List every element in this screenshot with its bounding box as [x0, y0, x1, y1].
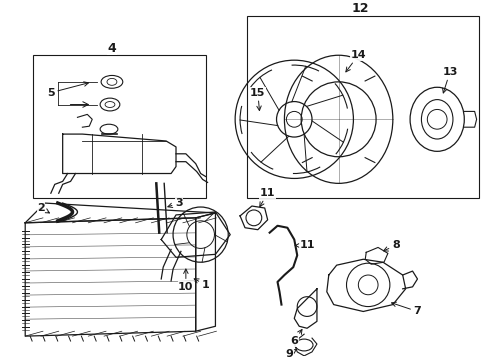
Text: 4: 4 — [108, 42, 116, 55]
Text: 11: 11 — [260, 188, 275, 207]
Bar — [247, 16, 479, 198]
Text: 9: 9 — [285, 349, 296, 359]
Text: 5: 5 — [47, 82, 89, 98]
Bar — [33, 55, 206, 198]
Text: 13: 13 — [442, 67, 458, 93]
Text: 3: 3 — [168, 198, 183, 208]
Text: 12: 12 — [351, 3, 369, 15]
Text: 7: 7 — [392, 302, 421, 316]
Text: 15: 15 — [250, 88, 266, 111]
Text: 10: 10 — [178, 269, 194, 292]
Text: 1: 1 — [194, 279, 209, 290]
Text: 2: 2 — [37, 203, 49, 213]
Text: 8: 8 — [384, 240, 400, 251]
Text: 6: 6 — [291, 329, 302, 346]
Text: 14: 14 — [346, 50, 366, 72]
Text: 11: 11 — [295, 240, 315, 251]
